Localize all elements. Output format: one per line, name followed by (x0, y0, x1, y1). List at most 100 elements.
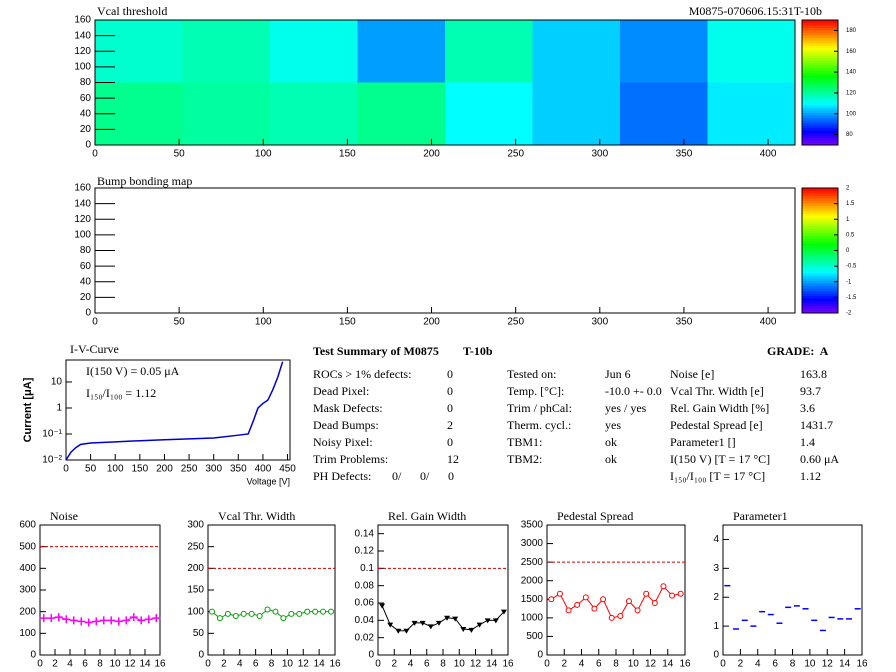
colorbar-swatch (802, 255, 838, 259)
summary-value: 0 (447, 384, 453, 398)
marker (608, 614, 615, 621)
x-tick-label: 10 (282, 659, 294, 670)
marker (288, 610, 295, 617)
colorbar-tick-label: 1 (846, 217, 850, 223)
marker (62, 615, 71, 624)
colorbar-swatch (802, 275, 838, 279)
colorbar-swatch (802, 288, 838, 291)
summary-test: T-10b (463, 344, 493, 358)
y-tick-label: 300 (187, 520, 204, 531)
x-tick-label: 12 (124, 659, 136, 670)
colorbar-swatch (802, 205, 838, 209)
x-tick-label: 0 (375, 659, 381, 670)
y-tick-label: 80 (80, 77, 92, 88)
colorbar-swatch (802, 225, 838, 229)
x-axis-label: Voltage [V] (246, 476, 290, 486)
colorbar-swatch (802, 193, 838, 196)
summary-value: 2 (447, 418, 453, 432)
x-tick-label: 12 (298, 659, 310, 670)
colorbar-swatch (802, 22, 838, 26)
marker (152, 614, 161, 623)
x-tick-label: 16 (502, 659, 514, 670)
summary-label: PH Defects: (313, 469, 371, 483)
marker (452, 616, 459, 622)
colorbar-swatch (802, 40, 838, 43)
marker (435, 620, 442, 626)
marker (137, 616, 146, 625)
colorbar-swatch (802, 218, 838, 221)
colorbar-tick-label: -1.5 (846, 295, 857, 301)
x-tick-label: 0 (92, 317, 98, 328)
marker (427, 624, 434, 630)
colorbar-swatch (802, 82, 838, 86)
x-tick-label: 2 (738, 659, 744, 670)
marker (224, 610, 231, 617)
colorbar-swatch (802, 240, 838, 244)
x-tick-label: 200 (423, 149, 440, 160)
y-tick-label: 0 (85, 308, 91, 319)
colorbar-swatch (802, 77, 838, 81)
x-tick-label: 350 (676, 149, 693, 160)
colorbar-swatch (802, 110, 838, 113)
colorbar-swatch (802, 80, 838, 83)
colorbar-tick-label: 100 (846, 111, 857, 117)
colorbar-swatch (802, 107, 838, 111)
marker (574, 601, 581, 608)
marker (677, 590, 684, 597)
y-tick-label: 120 (74, 46, 91, 57)
marker (107, 616, 116, 625)
x-tick-label: 200 (156, 464, 173, 475)
summary-value: ok (605, 435, 617, 449)
summary-title: Test Summary of M0875 (313, 344, 439, 358)
x-tick-label: 12 (822, 659, 834, 670)
marker (47, 614, 56, 623)
x-tick-label: 6 (772, 659, 778, 670)
colorbar-swatch (802, 263, 838, 266)
x-tick-label: 0 (205, 659, 211, 670)
colorbar-swatch (802, 47, 838, 51)
summary-label: TBM2: (507, 452, 542, 466)
marker (600, 596, 607, 603)
plot-frame (39, 524, 161, 656)
colorbar-swatch (802, 35, 838, 38)
marker (264, 606, 271, 613)
marker (122, 616, 131, 625)
x-tick-label: 0 (720, 659, 726, 670)
summary-value: Jun 6 (605, 367, 631, 381)
plot-frame (94, 187, 796, 314)
series-line (551, 585, 681, 619)
colorbar-swatch (802, 198, 838, 201)
colorbar-swatch (802, 102, 838, 106)
x-tick-label: 6 (424, 659, 430, 670)
colorbar-swatch (802, 75, 838, 78)
y-tick-label: 0.04 (355, 615, 375, 626)
plot-frame (65, 359, 291, 461)
marker (54, 613, 63, 622)
marker (419, 620, 426, 626)
x-tick-label: 400 (760, 317, 777, 328)
x-tick-label: 50 (174, 317, 186, 328)
marker (548, 596, 555, 603)
x-tick-label: 6 (82, 659, 88, 670)
colorbar-swatch (802, 290, 838, 294)
x-tick-label: 14 (314, 659, 326, 670)
chart-title: Vcal Thr. Width (218, 509, 295, 523)
y-tick-label: 0 (85, 140, 91, 151)
colorbar-swatch (802, 208, 838, 211)
x-tick-label: 300 (591, 317, 608, 328)
x-tick-label: 6 (253, 659, 259, 670)
colorbar-swatch (802, 85, 838, 88)
series-line (381, 605, 505, 632)
summary-label: ROCs > 1% defects: (313, 367, 411, 381)
x-tick-label: 400 (760, 149, 777, 160)
y-tick-label: 60 (80, 261, 92, 272)
summary-value: -10.0 +- 0.0 (605, 384, 662, 398)
colorbar-frame (801, 19, 839, 146)
summary-value: 0/ (392, 469, 402, 483)
colorbar-swatch (802, 213, 838, 216)
summary-value: 3.6 (800, 401, 815, 415)
heatmap-cell (445, 82, 533, 145)
marker (39, 614, 48, 623)
marker (651, 600, 658, 606)
colorbar-swatch (802, 87, 838, 91)
